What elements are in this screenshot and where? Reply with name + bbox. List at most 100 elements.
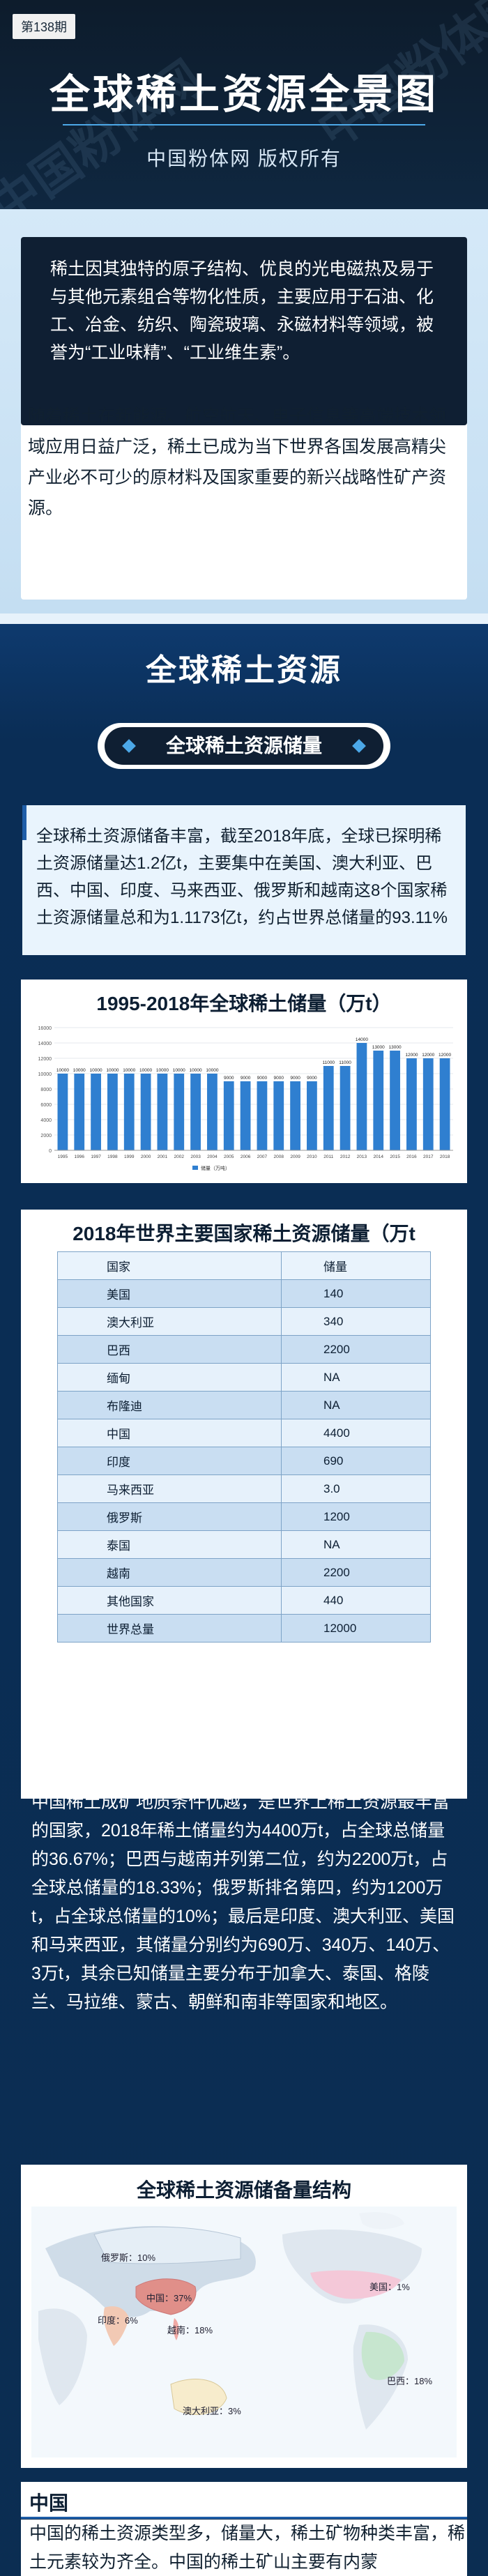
table-row: 世界总量 12000 (57, 1614, 431, 1643)
table-row: 其他国家 440 (57, 1586, 431, 1615)
section-title: 全球稀土资源 (146, 653, 342, 687)
bar (223, 1081, 234, 1150)
reserve-cell: 3.0 (281, 1474, 431, 1503)
x-tick-label: 2007 (257, 1154, 268, 1159)
table-row: 中国 4400 (57, 1419, 431, 1447)
data-label: 11000 (339, 1060, 351, 1065)
data-label: 10000 (190, 1068, 202, 1073)
bar (107, 1074, 118, 1150)
country-cell: 越南 (57, 1558, 282, 1587)
page-title: 全球稀土资源全景图 (49, 72, 439, 117)
map-label-vietnam: 越南：18% (167, 2325, 213, 2335)
bar-chart-title: 1995-2018年全球稀土储量（万t） (96, 993, 392, 1014)
reserve-cell: 440 (281, 1586, 431, 1615)
x-tick-label: 2006 (241, 1154, 251, 1159)
china-section-text: 中国的稀土资源类型多，储量大，稀土矿物种类丰富，稀土元素较为齐全。中国的稀土矿山… (21, 2520, 467, 2576)
country-cell: 其他国家 (57, 1586, 282, 1615)
data-label: 9000 (290, 1076, 300, 1081)
x-tick-label: 2004 (207, 1154, 218, 1159)
bar (91, 1074, 101, 1150)
bar-chart: 0 2000 4000 6000 8000 10000 12000 14000 16000 100… (38, 1026, 453, 1171)
reserve-cell: 2200 (281, 1335, 431, 1364)
bar (140, 1074, 151, 1150)
table-row: 马来西亚 3.0 (57, 1474, 431, 1503)
bar (356, 1043, 367, 1150)
reserve-cell: 12000 (281, 1614, 431, 1643)
table-row: 澳大利亚 340 (57, 1307, 431, 1336)
legend-label: 储量（万吨） (201, 1165, 230, 1171)
map-label-usa: 美国：1% (369, 2282, 410, 2292)
bar (373, 1051, 384, 1150)
reserve-cell: 340 (281, 1307, 431, 1336)
data-label: 11000 (322, 1060, 335, 1065)
bar (240, 1081, 251, 1150)
country-cell: 巴西 (57, 1335, 282, 1364)
subsection-title: 全球稀土资源储量 (105, 727, 383, 765)
table-row: 泰国 NA (57, 1530, 431, 1559)
data-label: 10000 (90, 1068, 102, 1073)
reserve-cell: 690 (281, 1447, 431, 1475)
reserve-cell: 140 (281, 1279, 431, 1308)
data-label: 12000 (405, 1053, 418, 1058)
x-tick-label: 2001 (158, 1154, 168, 1159)
map-label-russia: 俄罗斯：10% (101, 2253, 156, 2263)
bar (422, 1058, 434, 1150)
country-cell: 缅甸 (57, 1363, 282, 1392)
x-tick-label: 1997 (91, 1154, 101, 1159)
x-tick-label: 2005 (224, 1154, 234, 1159)
table-row: 越南 2200 (57, 1558, 431, 1587)
data-label: 9000 (307, 1076, 317, 1081)
data-label: 10000 (106, 1068, 119, 1073)
header: 中国粉体网 中国粉体网 第138期 全球稀土资源全景图 中国粉体网 版权所有 (0, 0, 488, 209)
x-tick-label: 2014 (374, 1154, 384, 1159)
x-tick-label: 1999 (124, 1154, 135, 1159)
country-cell: 泰国 (57, 1530, 282, 1559)
bar (390, 1051, 400, 1150)
country-cell: 世界总量 (57, 1614, 282, 1643)
x-tick-label: 2009 (290, 1154, 300, 1159)
title-divider (63, 124, 425, 125)
y-tick-label: 2000 (40, 1134, 52, 1138)
x-tick-label: 2000 (141, 1154, 151, 1159)
data-label: 12000 (422, 1053, 434, 1058)
table-row: 巴西 2200 (57, 1335, 431, 1364)
bar (174, 1074, 185, 1150)
bar (123, 1074, 135, 1150)
table-row: 印度 690 (57, 1447, 431, 1475)
country-cell: 布隆迪 (57, 1391, 282, 1419)
data-label: 10000 (156, 1068, 169, 1073)
reserves-paragraph: 全球稀土资源储备丰富，截至2018年底，全球已探明稀土资源储量达1.2亿t，主要… (36, 827, 448, 927)
y-tick-label: 0 (49, 1149, 52, 1154)
x-tick-label: 2012 (340, 1154, 351, 1159)
reserve-cell: NA (281, 1391, 431, 1419)
x-tick-label: 2015 (390, 1154, 400, 1159)
table-title: 2018年世界主要国家稀土资源储量（万t (73, 1223, 415, 1244)
y-tick-label: 6000 (40, 1103, 52, 1108)
intro-paragraph-2: 随着稀土在新能源、航空航天、电子信息等高端技术领域应用日益广泛，稀土已成为当下世… (28, 406, 447, 518)
bar (57, 1074, 68, 1150)
reserve-cell: 4400 (281, 1419, 431, 1447)
map-label-australia: 澳大利亚：3% (183, 2406, 241, 2416)
bar (273, 1081, 284, 1150)
x-tick-label: 2013 (357, 1154, 367, 1159)
table-row: 俄罗斯 1200 (57, 1502, 431, 1531)
intro-paragraph-1: 稀土因其独特的原子结构、优良的光电磁热及易于与其他元素组合等物化性质，主要应用于… (50, 259, 434, 363)
reserves-paragraph-card (22, 805, 466, 955)
table-row: 布隆迪 NA (57, 1391, 431, 1419)
china-section-header: 中国 (21, 2482, 467, 2519)
map-label-india: 印度：6% (98, 2315, 138, 2326)
reserve-cell: 1200 (281, 1502, 431, 1531)
bar (307, 1081, 317, 1150)
y-tick-label: 12000 (38, 1057, 52, 1062)
y-tick-label: 4000 (40, 1118, 52, 1123)
issue-badge: 第138期 (13, 14, 76, 39)
data-label: 9000 (274, 1076, 284, 1081)
bar (157, 1074, 168, 1150)
country-cell: 美国 (57, 1279, 282, 1308)
x-tick-label: 2010 (307, 1154, 317, 1159)
y-tick-label: 10000 (38, 1072, 52, 1077)
x-tick-label: 1998 (107, 1154, 118, 1159)
data-label: 13000 (389, 1045, 402, 1050)
data-label: 12000 (439, 1053, 451, 1058)
